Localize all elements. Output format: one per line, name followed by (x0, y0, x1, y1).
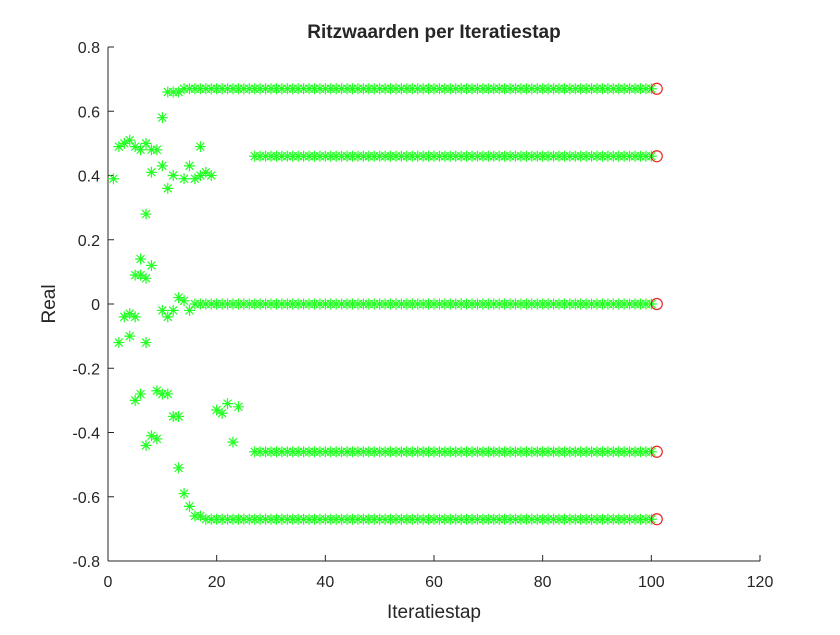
ritz-value-point (211, 404, 223, 416)
ritz-value-point (194, 170, 206, 181)
ritz-value-point (178, 173, 190, 185)
ritz-value-point (107, 173, 119, 185)
ritz-value-point (184, 160, 195, 172)
ritz-value-point (167, 170, 179, 181)
y-tick-label: 0 (91, 297, 100, 314)
ritz-value-point (140, 137, 152, 149)
y-tick-label: -0.8 (72, 554, 100, 571)
y-tick-label: -0.6 (72, 490, 100, 507)
ritz-value-point (194, 510, 206, 522)
ritz-value-point (227, 436, 239, 448)
y-tick-label: 0.6 (78, 104, 100, 121)
ritz-value-point (222, 398, 234, 410)
ritz-value-point (184, 500, 195, 512)
ritz-value-point (173, 410, 185, 422)
ritz-value-point (118, 137, 130, 149)
ritz-value-point (205, 170, 217, 181)
ritz-value-point (162, 311, 174, 323)
eigenvalue-point (650, 150, 663, 163)
eigenvalue-point (650, 445, 663, 458)
ritz-value-point (135, 144, 147, 156)
y-tick-label: 0.8 (78, 40, 100, 57)
ritz-value-point (173, 292, 185, 304)
ritz-value-point (118, 311, 130, 323)
ritz-value-point (156, 160, 168, 172)
x-tick-label: 80 (534, 574, 552, 591)
ritz-value-point (178, 295, 190, 307)
x-axis-label: Iteratiestap (387, 602, 481, 623)
ritz-value-point (162, 388, 174, 400)
ritz-value-point (140, 337, 152, 349)
ritz-value-point (124, 308, 136, 320)
x-tick-label: 0 (104, 574, 113, 591)
ritz-value-point (151, 433, 163, 445)
y-tick-label: 0.2 (78, 233, 100, 250)
ritz-value-point (173, 462, 185, 474)
ritz-value-point (140, 439, 152, 451)
ritz-value-point (167, 304, 179, 316)
x-tick-label: 100 (638, 574, 665, 591)
ritz-value-point (135, 269, 147, 281)
ritz-value-point (156, 112, 168, 124)
eigenvalue-point (650, 82, 663, 95)
eigenvalue-point (650, 513, 663, 526)
ritz-value-point (173, 86, 185, 98)
ritz-value-point (145, 166, 157, 178)
y-axis-label: Real (39, 284, 60, 323)
ritz-value-point (129, 394, 141, 406)
ritz-value-point (113, 337, 125, 349)
ritz-value-point (113, 141, 125, 153)
ritz-value-point (140, 208, 152, 220)
x-tick-label: 40 (316, 574, 334, 591)
ritz-value-point (145, 259, 157, 271)
ritz-value-point (135, 388, 147, 400)
ritz-value-point (194, 141, 206, 153)
ritz-value-point (129, 141, 141, 153)
data-marks (107, 82, 663, 526)
ritz-value-point (145, 430, 157, 442)
ritz-value-point (151, 385, 163, 397)
ritz-value-point (162, 182, 174, 194)
ritz-value-point (216, 407, 228, 419)
chart-title: Ritzwaarden per Iteratiestap (307, 22, 560, 43)
tick-marks (107, 46, 761, 562)
ritz-value-point (124, 330, 136, 342)
ritz-value-point (232, 401, 244, 413)
ritz-value-point (124, 134, 136, 146)
ritz-value-point (135, 253, 147, 265)
x-tick-label: 60 (425, 574, 443, 591)
y-tick-label: 0.4 (78, 169, 100, 186)
ritz-value-point (129, 311, 141, 323)
y-tick-label: -0.2 (72, 361, 100, 378)
y-tick-label: -0.4 (72, 426, 100, 443)
x-tick-label: 20 (208, 574, 226, 591)
ritz-value-point (178, 488, 190, 500)
ritz-value-point (156, 304, 168, 316)
ritz-value-point (200, 166, 212, 178)
ritz-value-point (140, 272, 152, 284)
ritz-value-point (184, 304, 195, 316)
ritz-value-point (189, 173, 201, 185)
eigenvalue-point (650, 297, 663, 311)
x-tick-label: 120 (747, 574, 774, 591)
ritz-value-point (151, 144, 163, 156)
tick-labels: 0 20 40 60 80 100 120 -0.8 -0.6 -0.4 -0.2 0 0.2 0.4 0.… (72, 40, 773, 591)
